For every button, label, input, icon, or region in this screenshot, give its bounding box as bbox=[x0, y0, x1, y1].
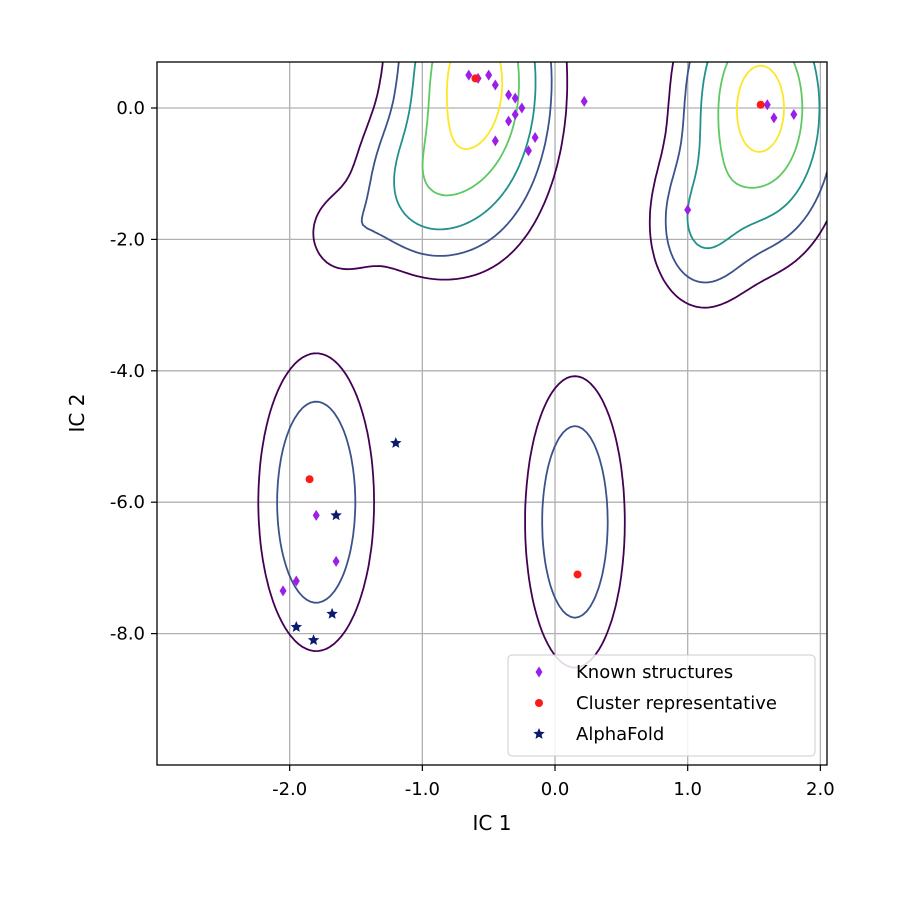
known-structure-point bbox=[511, 109, 519, 121]
known-structure-point bbox=[531, 132, 539, 144]
legend-label-cluster-representative: Cluster representative bbox=[576, 693, 777, 714]
y-tick-label: -2.0 bbox=[110, 229, 145, 250]
alphafold-point bbox=[290, 621, 302, 632]
y-tick-label: 0.0 bbox=[116, 98, 145, 119]
known-structure-point bbox=[485, 69, 493, 81]
data-points bbox=[279, 69, 798, 645]
known-structure-point bbox=[580, 95, 588, 107]
known-structure-point bbox=[465, 69, 473, 81]
known-structure-point bbox=[684, 204, 692, 216]
legend-marker-alphafold bbox=[533, 728, 545, 739]
known-structure-point bbox=[332, 555, 340, 567]
contour-level-3 bbox=[393, 62, 821, 250]
alphafold-point bbox=[307, 634, 320, 645]
known-structure-point bbox=[770, 112, 778, 124]
x-tick-label: -1.0 bbox=[405, 779, 440, 800]
known-structure-point bbox=[518, 102, 526, 114]
alphafold-point bbox=[330, 509, 342, 521]
known-structure-point bbox=[491, 135, 499, 147]
plot-frame bbox=[156, 61, 828, 766]
y-axis-label: IC 2 bbox=[65, 394, 89, 433]
x-tick-label: 2.0 bbox=[806, 779, 835, 800]
known-structure-point bbox=[511, 92, 519, 104]
known-structure-point bbox=[312, 509, 320, 521]
alphafold-point bbox=[390, 437, 402, 448]
x-axis-label: IC 1 bbox=[473, 811, 512, 835]
axis-ticks: -2.0 -1.0 0.0 1.0 2.0 0.0 -2.0 -4.0 -6.0 -8.0 bbox=[110, 98, 835, 800]
y-tick-label: -8.0 bbox=[110, 624, 145, 645]
known-structure-point bbox=[790, 109, 798, 121]
legend: Known structures Cluster representative … bbox=[507, 654, 816, 757]
legend-box bbox=[507, 654, 816, 757]
known-structure-point bbox=[763, 99, 771, 111]
known-structure-point bbox=[524, 145, 532, 157]
y-tick-label: -6.0 bbox=[110, 492, 145, 513]
known-structure-point bbox=[279, 585, 287, 597]
x-tick-label: -2.0 bbox=[272, 779, 307, 800]
legend-markers bbox=[533, 666, 545, 739]
legend-label-known-structures: Known structures bbox=[576, 662, 733, 683]
y-tick-label: -4.0 bbox=[110, 361, 145, 382]
x-tick-label: 1.0 bbox=[673, 779, 702, 800]
legend-label-alphafold: AlphaFold bbox=[576, 724, 664, 745]
grid bbox=[157, 62, 827, 765]
contour-level-5 bbox=[446, 62, 785, 153]
cluster-representative-point bbox=[573, 570, 582, 579]
cluster-representative-point bbox=[305, 475, 314, 484]
known-structure-point bbox=[491, 79, 499, 91]
contour-level-2 bbox=[276, 62, 827, 619]
alphafold-point bbox=[326, 607, 338, 619]
x-tick-label: 0.0 bbox=[541, 779, 570, 800]
density-contours bbox=[257, 62, 827, 669]
known-structure-point bbox=[292, 575, 300, 587]
legend-marker-cluster-representative bbox=[535, 699, 543, 707]
known-structure-point bbox=[505, 115, 513, 127]
cluster-representative-point bbox=[471, 74, 480, 83]
known-structure-point bbox=[505, 89, 513, 101]
legend-marker-known-structures bbox=[535, 666, 543, 678]
cluster-representative-point bbox=[756, 100, 765, 109]
